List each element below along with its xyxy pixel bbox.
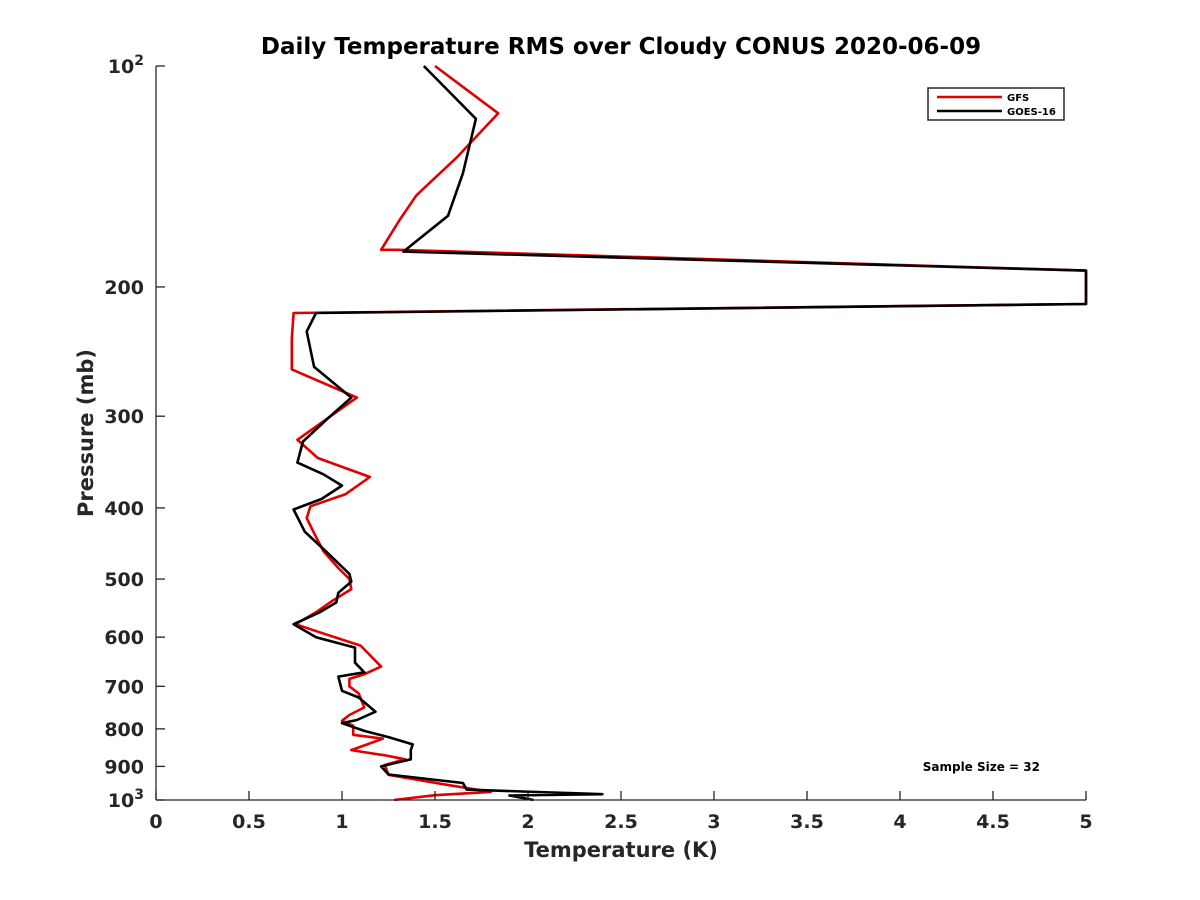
series-line-goes-16: [292, 65, 1088, 802]
y-tick-label: 103: [108, 787, 144, 812]
x-tick-label: 5: [1079, 811, 1092, 833]
y-tick-label: 500: [104, 569, 144, 591]
y-tick-label: 700: [104, 676, 144, 698]
x-axis-label: Temperature (K): [524, 838, 718, 862]
y-axis-label: Pressure (mb): [74, 349, 98, 517]
y-tick-label: 600: [104, 627, 144, 649]
x-tick-label: 0: [149, 811, 162, 833]
x-ticks: 0 0.5 1 1.5 2 2.5 3 3.5 4 4.5 5: [149, 791, 1093, 833]
x-tick-label: 4.5: [976, 811, 1010, 833]
axes: [155, 66, 1086, 801]
y-tick-label: 900: [104, 756, 144, 778]
legend-box: [927, 87, 1065, 121]
y-ticks: 102 200 300 400 500 600 700 800 900 103: [104, 53, 165, 812]
series-layer: [290, 64, 1088, 802]
y-tick-label: 300: [104, 406, 144, 428]
x-tick-label: 0.5: [232, 811, 266, 833]
series-line-gfs: [290, 64, 1088, 802]
x-tick-label: 1: [335, 811, 348, 833]
y-tick-label: 400: [104, 498, 144, 520]
y-tick-label: 102: [108, 53, 144, 78]
x-tick-label: 4: [893, 811, 906, 833]
legend-label-goes-16: GOES-16: [1007, 107, 1056, 118]
legend-label-gfs: GFS: [1007, 93, 1029, 104]
x-tick-label: 1.5: [418, 811, 452, 833]
y-tick-label: 800: [104, 719, 144, 741]
x-tick-label: 2: [521, 811, 534, 833]
x-tick-label: 2.5: [604, 811, 638, 833]
legend: GFS GOES-16: [927, 87, 1065, 121]
x-tick-label: 3.5: [790, 811, 824, 833]
y-tick-label: 200: [104, 277, 144, 299]
x-tick-label: 3: [707, 811, 720, 833]
chart-title: Daily Temperature RMS over Cloudy CONUS …: [261, 34, 981, 60]
sample-size-note: Sample Size = 32: [923, 760, 1040, 774]
